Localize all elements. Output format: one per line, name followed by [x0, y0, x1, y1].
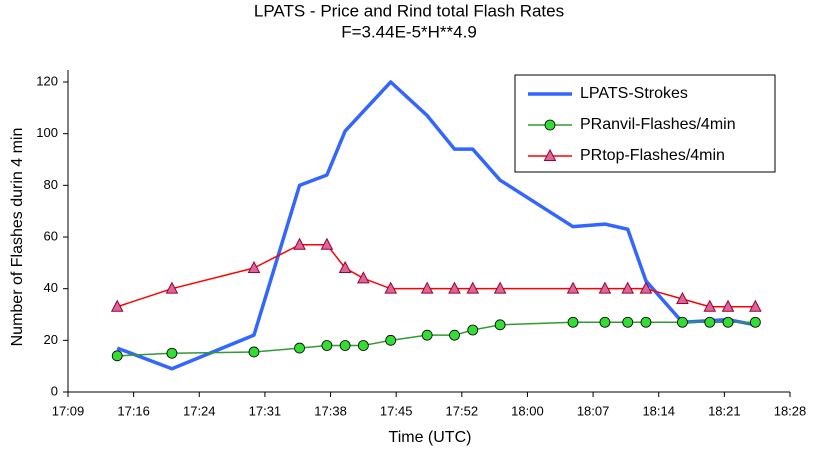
x-tick-label: 17:38: [314, 403, 347, 418]
chart-subtitle: F=3.44E-5*H**4.9: [341, 22, 477, 41]
data-point: [676, 291, 689, 304]
x-tick-label: 17:31: [249, 403, 282, 418]
data-point: [248, 346, 260, 358]
y-tick-label: 120: [36, 73, 58, 88]
legend-label: LPATS-Strokes: [580, 85, 688, 102]
data-point: [494, 319, 506, 331]
data-point: [111, 350, 123, 362]
chart-title: LPATS - Price and Rind total Flash Rates: [254, 1, 564, 20]
data-point: [722, 316, 734, 328]
y-tick-label: 60: [44, 228, 58, 243]
y-tick-label: 0: [51, 383, 58, 398]
legend-marker: [544, 119, 556, 131]
y-tick-label: 20: [44, 332, 58, 347]
x-tick-label: 18:21: [708, 403, 741, 418]
data-point: [357, 271, 370, 284]
data-point: [749, 316, 761, 328]
series-line: [116, 244, 756, 308]
x-tick-label: 18:14: [642, 403, 675, 418]
data-point: [384, 281, 398, 294]
data-point: [165, 281, 179, 294]
y-tick-label: 40: [44, 280, 58, 295]
data-point: [448, 281, 461, 294]
data-point: [621, 281, 635, 294]
data-point: [449, 329, 460, 341]
data-point: [420, 281, 434, 294]
data-point: [357, 340, 369, 351]
data-point: [598, 281, 612, 294]
data-point: [421, 329, 433, 341]
x-tick-label: 17:16: [117, 403, 150, 418]
data-point: [293, 237, 306, 250]
data-point: [599, 316, 611, 328]
data-point: [749, 299, 762, 312]
data-point: [247, 260, 261, 273]
y-axis-title: Number of Flashes durin 4 min: [9, 128, 26, 347]
data-point: [721, 299, 735, 312]
data-point: [703, 299, 717, 312]
data-point: [385, 334, 397, 346]
legend-marker: [543, 148, 557, 161]
data-point: [704, 316, 716, 328]
data-point: [467, 324, 479, 336]
series-line: [116, 80, 756, 371]
data-point: [320, 237, 334, 250]
data-point: [338, 260, 352, 273]
y-tick-label: 80: [44, 177, 58, 192]
data-point: [622, 316, 634, 328]
x-tick-label: 17:24: [183, 403, 216, 418]
data-point: [567, 316, 579, 328]
data-point: [677, 316, 688, 328]
data-point: [294, 342, 305, 354]
x-axis-title: Time (UTC): [389, 429, 472, 446]
x-tick-label: 18:07: [577, 403, 610, 418]
data-point: [466, 281, 480, 294]
legend-label: PRtop-Flashes/4min: [580, 147, 725, 164]
data-point: [110, 299, 124, 312]
x-tick-label: 17:09: [52, 403, 85, 418]
data-point: [166, 347, 178, 359]
x-tick-label: 17:45: [380, 403, 413, 418]
x-tick-label: 17:52: [446, 403, 479, 418]
x-tick-label: 18:28: [774, 403, 807, 418]
data-point: [493, 281, 507, 294]
data-point: [566, 281, 580, 294]
legend-label: PRanvil-Flashes/4min: [580, 116, 736, 133]
y-tick-label: 100: [36, 125, 58, 140]
data-point: [339, 340, 351, 351]
x-tick-label: 18:00: [511, 403, 544, 418]
data-point: [640, 316, 652, 328]
data-point: [639, 281, 653, 294]
data-point: [321, 340, 333, 351]
